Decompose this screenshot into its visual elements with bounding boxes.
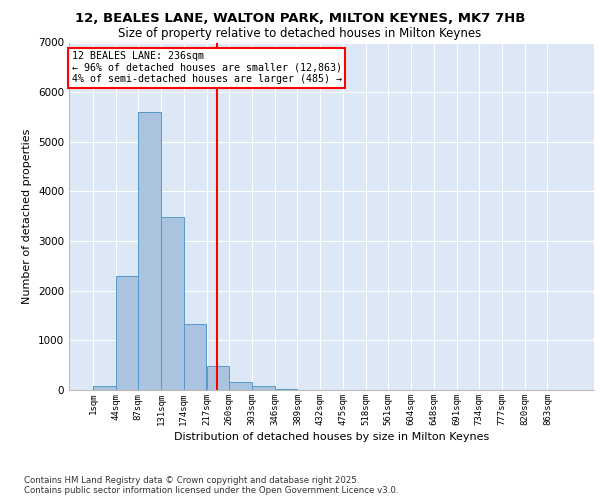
Bar [116, 276, 139, 390]
Bar [275, 388, 298, 390]
Text: 12, BEALES LANE, WALTON PARK, MILTON KEYNES, MK7 7HB: 12, BEALES LANE, WALTON PARK, MILTON KEY… [75, 12, 525, 26]
Bar [229, 382, 252, 390]
Text: Contains HM Land Registry data © Crown copyright and database right 2025.
Contai: Contains HM Land Registry data © Crown c… [24, 476, 398, 495]
Bar [93, 386, 116, 390]
Bar [161, 217, 184, 390]
Bar [252, 386, 275, 390]
Bar [184, 324, 206, 390]
Text: Size of property relative to detached houses in Milton Keynes: Size of property relative to detached ho… [118, 28, 482, 40]
Bar [206, 366, 229, 390]
Text: 12 BEALES LANE: 236sqm
← 96% of detached houses are smaller (12,863)
4% of semi-: 12 BEALES LANE: 236sqm ← 96% of detached… [71, 51, 341, 84]
X-axis label: Distribution of detached houses by size in Milton Keynes: Distribution of detached houses by size … [174, 432, 489, 442]
Bar [139, 112, 161, 390]
Y-axis label: Number of detached properties: Number of detached properties [22, 128, 32, 304]
